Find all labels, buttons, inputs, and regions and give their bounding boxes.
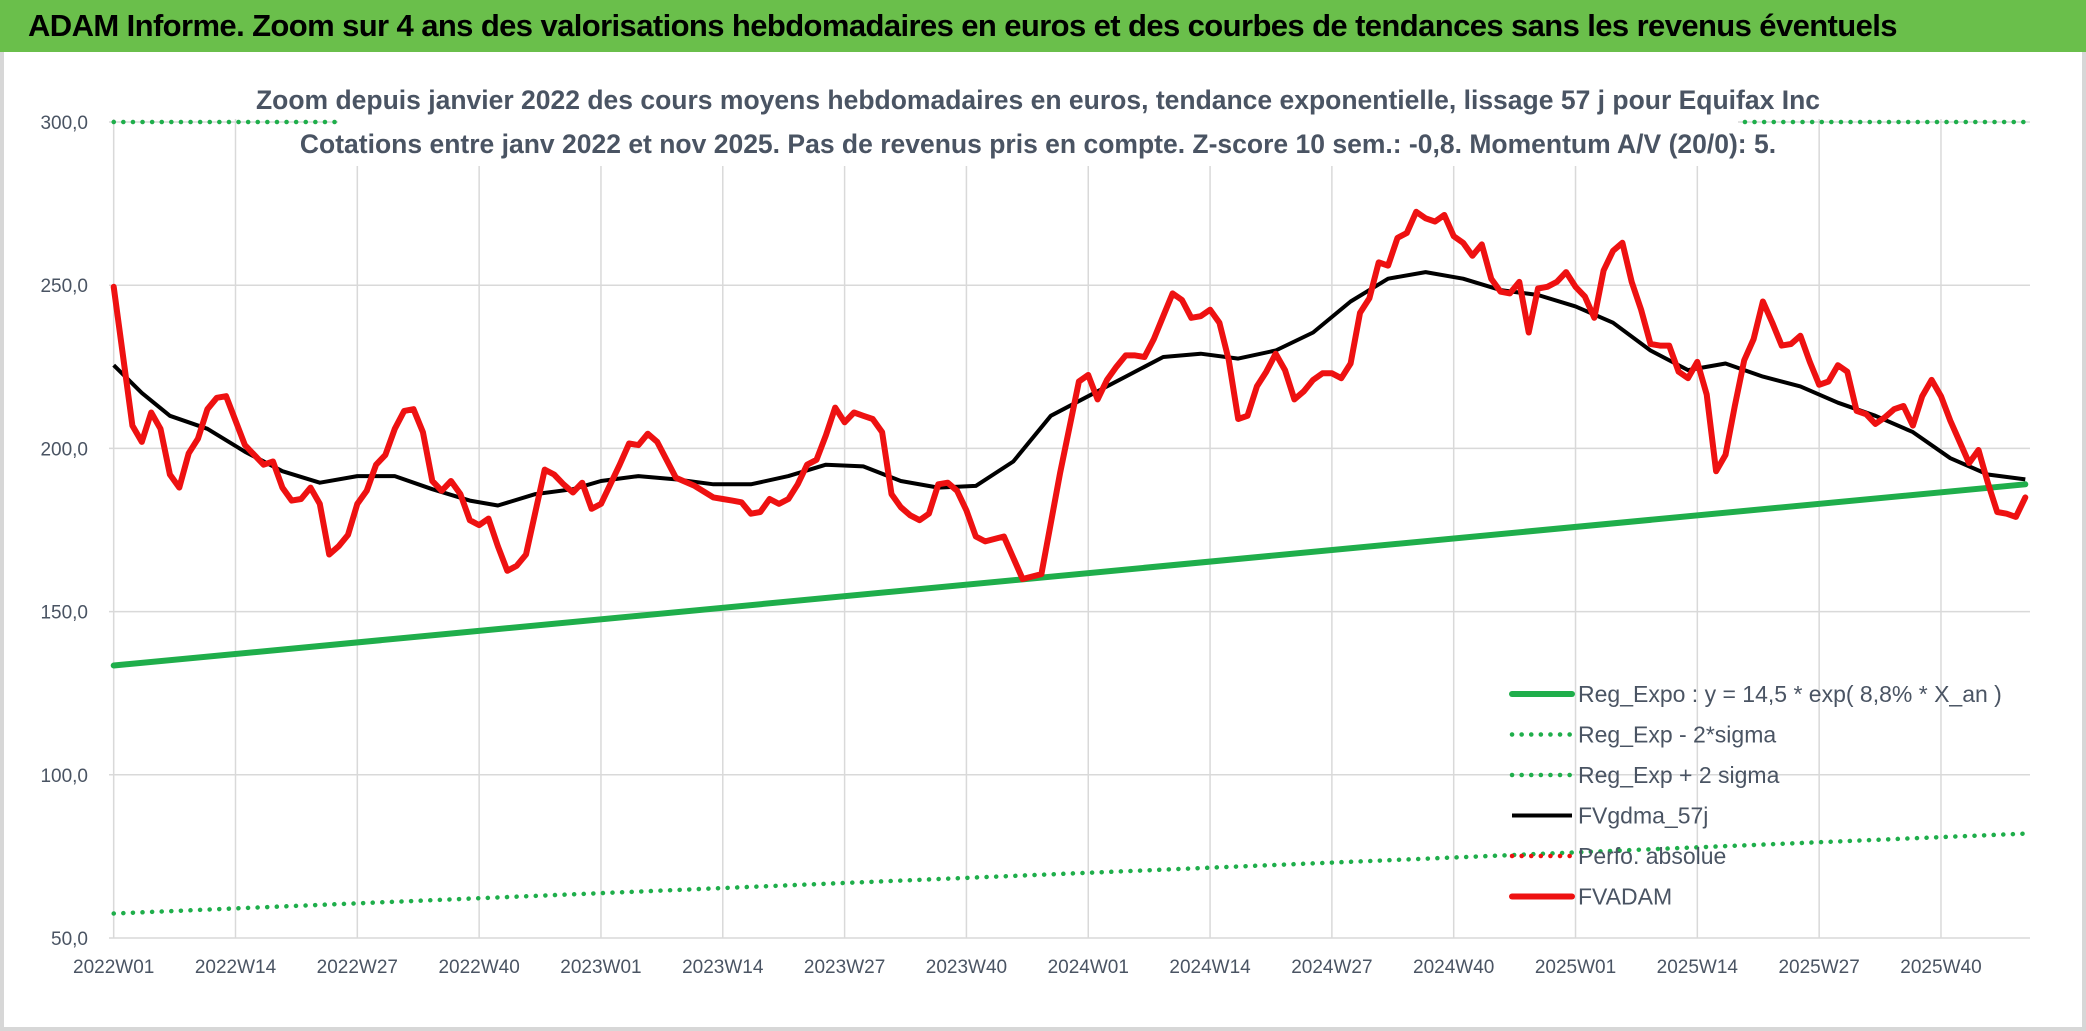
x-tick-label: 2022W40 [438,957,519,978]
x-tick-label: 2023W40 [926,957,1007,978]
legend-label: Reg_Expo : y = 14,5 * exp( 8,8% * X_an ) [1578,681,2002,707]
chart-frame [0,52,2086,1031]
y-tick-label: 50,0 [51,929,88,950]
axis-labels: 300,0 250,0 200,0 150,0 100,0 50,0 2022W01 2022… [40,113,1981,978]
series-line-5 [110,208,2029,582]
chart-title: Zoom depuis janvier 2022 des cours moyen… [256,85,1820,115]
y-tick-label: 250,0 [40,276,88,297]
y-tick-label: 100,0 [40,766,88,787]
x-tick-label: 2022W01 [73,957,154,978]
x-tick-label: 2022W14 [195,957,277,978]
x-tick-label: 2024W14 [1169,957,1251,978]
x-tick-label: 2024W40 [1413,957,1494,978]
y-tick-label: 150,0 [40,603,88,624]
subtitle-background [338,80,1738,166]
legend: Reg_Expo : y = 14,5 * exp( 8,8% * X_an )… [1509,681,2002,910]
series-line-1 [111,831,2028,916]
legend-label: Reg_Exp + 2 sigma [1578,762,1780,788]
x-tick-label: 2025W27 [1778,957,1859,978]
y-tick-label: 300,0 [40,113,88,134]
x-tick-label: 2023W27 [804,957,885,978]
x-tick-label: 2022W27 [317,957,398,978]
x-tick-label: 2024W27 [1291,957,1372,978]
report-title: ADAM Informe. Zoom sur 4 ans des valoris… [0,0,2086,52]
x-tick-label: 2025W01 [1535,957,1616,978]
legend-label: FVgdma_57j [1578,803,1708,829]
series-line-0 [110,481,2029,669]
legend-label: Perfo. absolue [1578,843,1726,869]
legend-label: FVADAM [1578,884,1672,910]
x-tick-label: 2025W14 [1657,957,1739,978]
grid [109,119,2030,939]
legend-label: Reg_Exp - 2*sigma [1578,722,1776,748]
x-tick-label: 2025W40 [1900,957,1981,978]
chart-subtitle: Cotations entre janv 2022 et nov 2025. P… [300,129,1776,159]
x-tick-label: 2023W01 [560,957,641,978]
y-tick-label: 200,0 [40,439,88,460]
x-tick-label: 2024W01 [1048,957,1129,978]
series-layer [110,119,2029,916]
x-tick-label: 2023W14 [682,957,764,978]
